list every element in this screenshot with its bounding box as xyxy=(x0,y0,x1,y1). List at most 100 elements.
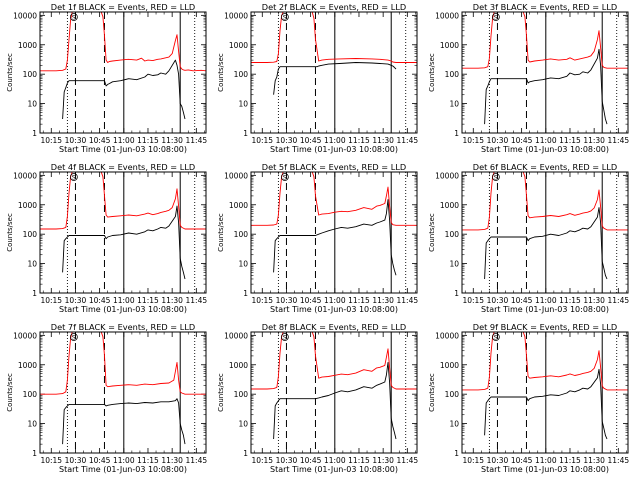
y-tick-label: 1 xyxy=(454,129,459,138)
plot-area xyxy=(462,332,628,453)
x-tick-label: 10:15 xyxy=(462,456,484,465)
panel-3: Det 3f BLACK = Events, RED = LLD Counts/s… xyxy=(428,2,629,154)
x-axis-label: Start Time (01-Jun-03 10:08:00) xyxy=(481,305,609,314)
x-tick-label: 11:15 xyxy=(559,296,581,305)
x-tick-label: 10:15 xyxy=(40,136,62,145)
y-tick-label: 1 xyxy=(32,289,37,298)
x-tick-label: 11:45 xyxy=(608,296,630,305)
events-series-line xyxy=(273,62,397,95)
y-axis-label: Counts/sec xyxy=(217,53,225,92)
panel-4: Det 4f BLACK = Events, RED = LLD Counts/s… xyxy=(6,162,207,314)
y-tick-label: 1000 xyxy=(229,361,248,370)
y-axis-label: Counts/sec xyxy=(217,373,225,412)
lld-series-line xyxy=(40,172,206,230)
x-tick-label: 11:30 xyxy=(372,456,394,465)
events-series-line xyxy=(273,199,397,276)
x-tick-label: 11:00 xyxy=(535,296,557,305)
y-tick-label: 10000 xyxy=(224,331,248,340)
lld-series-line xyxy=(40,12,206,72)
y-axis-label: Counts/sec xyxy=(428,53,436,92)
events-series-line xyxy=(484,368,608,440)
x-axis-label: Start Time (01-Jun-03 10:08:00) xyxy=(270,465,398,474)
y-tick-label: 100 xyxy=(23,230,38,239)
x-tick-label: 10:15 xyxy=(40,296,62,305)
x-tick-label: 11:15 xyxy=(348,296,370,305)
start-marker-circle xyxy=(491,173,500,181)
x-tick-label: 11:15 xyxy=(137,296,159,305)
y-tick-label: 1000 xyxy=(229,41,248,50)
x-tick-label: 11:45 xyxy=(186,456,208,465)
y-tick-label: 1000 xyxy=(18,41,37,50)
events-series-line xyxy=(62,59,186,120)
x-tick-label: 10:30 xyxy=(65,456,87,465)
y-tick-label: 100 xyxy=(234,70,249,79)
panel-title: Det 8f BLACK = Events, RED = LLD xyxy=(262,322,406,332)
y-tick-label: 10000 xyxy=(435,171,459,180)
y-tick-label: 10000 xyxy=(224,171,248,180)
start-marker-label: S xyxy=(72,14,76,22)
panel-9: Det 9f BLACK = Events, RED = LLD Counts/s… xyxy=(428,322,629,474)
start-marker-circle xyxy=(280,333,289,341)
x-axis-label: Start Time (01-Jun-03 10:08:00) xyxy=(59,305,187,314)
plot-area xyxy=(462,12,628,133)
y-tick-label: 10 xyxy=(449,420,459,429)
x-tick-label: 11:00 xyxy=(324,296,346,305)
x-tick-label: 11:45 xyxy=(608,136,630,145)
start-marker-circle xyxy=(280,13,289,21)
y-tick-label: 10000 xyxy=(13,11,37,20)
y-axis-label: Counts/sec xyxy=(6,53,14,92)
lld-series-line xyxy=(251,12,417,63)
x-tick-label: 10:15 xyxy=(251,136,273,145)
x-tick-label: 10:15 xyxy=(462,296,484,305)
events-series-line xyxy=(484,48,608,125)
panel-title: Det 7f BLACK = Events, RED = LLD xyxy=(51,322,195,332)
panel-8: Det 8f BLACK = Events, RED = LLD Counts/s… xyxy=(217,322,418,474)
y-tick-label: 100 xyxy=(23,70,38,79)
x-tick-label: 11:30 xyxy=(583,296,605,305)
x-tick-label: 10:45 xyxy=(89,296,111,305)
y-tick-label: 1000 xyxy=(18,201,37,210)
panel-title: Det 9f BLACK = Events, RED = LLD xyxy=(473,322,617,332)
y-tick-label: 1 xyxy=(454,449,459,458)
y-tick-label: 1 xyxy=(243,129,248,138)
y-tick-label: 10000 xyxy=(13,331,37,340)
plot-frame xyxy=(461,331,629,454)
lld-series-line xyxy=(462,172,628,231)
x-tick-label: 11:45 xyxy=(186,136,208,145)
events-series-line xyxy=(62,398,186,445)
x-tick-label: 10:30 xyxy=(65,136,87,145)
start-marker-label: S xyxy=(283,14,287,22)
x-tick-label: 10:45 xyxy=(89,136,111,145)
x-tick-label: 11:30 xyxy=(583,136,605,145)
x-axis-label: Start Time (01-Jun-03 10:08:00) xyxy=(481,465,609,474)
lld-series-line xyxy=(251,332,417,390)
start-marker-label: S xyxy=(283,334,287,342)
y-tick-label: 100 xyxy=(234,230,249,239)
y-tick-label: 1000 xyxy=(440,361,459,370)
y-tick-label: 1000 xyxy=(440,201,459,210)
y-axis-label: Counts/sec xyxy=(217,213,225,252)
x-tick-label: 10:30 xyxy=(276,136,298,145)
plot-area xyxy=(251,332,417,453)
x-tick-label: 11:15 xyxy=(348,136,370,145)
y-tick-label: 10 xyxy=(449,100,459,109)
lld-series-line xyxy=(251,172,417,226)
y-tick-label: 10 xyxy=(27,260,37,269)
y-axis-label: Counts/sec xyxy=(6,373,14,412)
panel-title: Det 1f BLACK = Events, RED = LLD xyxy=(51,2,195,12)
plot-area xyxy=(462,172,628,293)
plot-frame xyxy=(461,11,629,134)
y-tick-label: 1 xyxy=(243,289,248,298)
x-tick-label: 11:30 xyxy=(372,296,394,305)
start-marker-circle xyxy=(280,173,289,181)
panel-title: Det 6f BLACK = Events, RED = LLD xyxy=(473,162,617,172)
x-axis-label: Start Time (01-Jun-03 10:08:00) xyxy=(270,305,398,314)
plot-area xyxy=(40,332,206,453)
x-tick-label: 11:15 xyxy=(137,456,159,465)
x-tick-label: 10:30 xyxy=(276,296,298,305)
start-marker-circle xyxy=(69,13,78,21)
y-tick-label: 10 xyxy=(238,420,248,429)
plot-area xyxy=(251,12,417,133)
plot-frame xyxy=(39,11,207,134)
y-tick-label: 10 xyxy=(238,260,248,269)
